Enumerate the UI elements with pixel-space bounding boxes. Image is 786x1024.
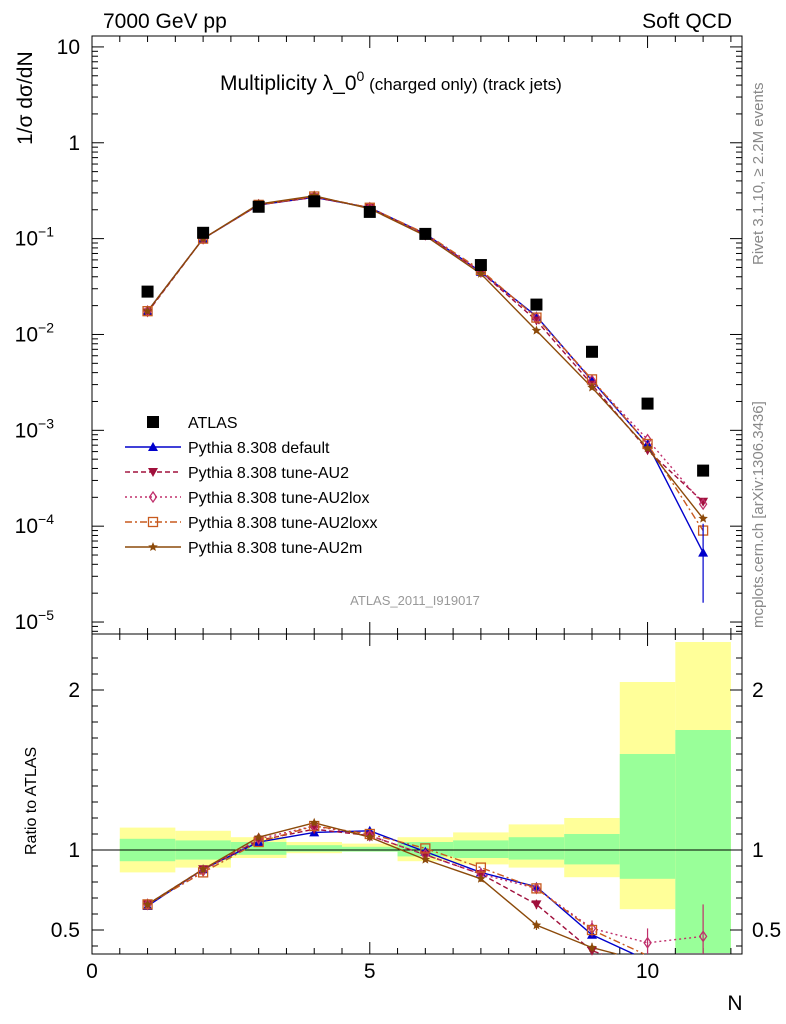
analysis-label: ATLAS_2011_I919017 — [350, 593, 480, 608]
marker-star — [253, 832, 264, 842]
marker-square — [475, 862, 487, 873]
chart-title-tail: (charged only) (track jets) — [364, 75, 561, 94]
legend-label: Pythia 8.308 tune-AU2loxx — [188, 515, 377, 532]
y-tick-label: 10−1 — [15, 224, 55, 251]
x-tick-label: 0 — [86, 960, 98, 983]
marker-star — [531, 920, 542, 930]
band-green — [342, 846, 398, 852]
data-points — [141, 190, 710, 956]
legend-label: Pythia 8.308 tune-AU2 — [188, 465, 349, 482]
marker-star — [587, 942, 597, 952]
atlas-point — [641, 397, 654, 410]
legend-label: Pythia 8.308 tune-AU2m — [188, 540, 362, 557]
marker-square — [147, 516, 159, 528]
y-tick-label-right: 1 — [752, 839, 764, 862]
y-tick-label-right: 2 — [752, 679, 764, 702]
x-tick-label: 5 — [364, 960, 376, 983]
legend-item: Pythia 8.308 tune-AU2 — [125, 465, 349, 482]
header-left: 7000 GeV pp — [103, 10, 227, 33]
marker-star — [148, 542, 158, 551]
bottom-frame — [91, 633, 743, 955]
legend-item: Pythia 8.308 tune-AU2lox — [125, 490, 369, 507]
y-tick-label-left: 2 — [68, 679, 80, 702]
atlas-point — [530, 298, 543, 311]
marker-star — [420, 854, 431, 864]
band-green — [286, 845, 342, 852]
legend: ATLAS Pythia 8.308 default Pythia 8.308 tu… — [125, 415, 377, 557]
marker-star — [198, 864, 208, 874]
y-tick-label-left: 1 — [68, 839, 80, 862]
marker-star — [365, 832, 375, 842]
marker-triangle-down — [531, 900, 542, 910]
marker-diamond — [365, 829, 375, 842]
band-green — [453, 840, 509, 858]
chart-title: Multiplicity λ_00 (charged only) (track … — [220, 68, 562, 95]
atlas-point — [419, 227, 432, 240]
series-line-ratio — [147, 822, 617, 955]
legend-label: ATLAS — [188, 415, 238, 432]
legend-item: Pythia 8.308 tune-AU2loxx — [125, 515, 377, 532]
band-green — [564, 834, 620, 865]
x-axis-label: N — [727, 992, 742, 1015]
atlas-point — [474, 259, 487, 272]
legend-label: Pythia 8.308 tune-AU2lox — [188, 490, 369, 507]
marker-square — [531, 883, 542, 894]
marker-square — [420, 843, 431, 854]
uncertainty-bands — [119, 642, 731, 953]
marker-diamond — [698, 930, 708, 943]
y-tick-label: 1 — [68, 132, 80, 155]
atlas-point — [363, 205, 376, 218]
marker-star — [309, 817, 319, 827]
y-tick-label: 10−5 — [15, 607, 55, 634]
marker-star — [476, 873, 486, 883]
marker-star — [142, 306, 153, 316]
x-tick-label: 10 — [636, 960, 659, 983]
y-tick-label: 10−2 — [15, 319, 55, 346]
marker-triangle-down — [253, 836, 264, 846]
marker-diamond — [643, 936, 652, 949]
chart-title-sup: 0 — [357, 68, 365, 84]
legend-label: Pythia 8.308 default — [188, 440, 330, 457]
y-tick-label: 10 — [57, 36, 80, 59]
atlas-point — [252, 200, 265, 213]
marker-star — [587, 382, 597, 392]
header-right: Soft QCD — [642, 10, 732, 33]
series-line-ratio — [147, 825, 645, 955]
band-green — [619, 754, 676, 879]
y-tick-label: 10−3 — [15, 415, 55, 442]
legend-item: Pythia 8.308 default — [125, 440, 330, 457]
atlas-point — [697, 464, 710, 477]
marker-triangle-down — [698, 497, 709, 507]
atlas-point — [308, 195, 321, 208]
marker-star — [476, 268, 486, 278]
marker-star — [142, 899, 153, 909]
mcplots-label: mcplots.cern.ch [arXiv:1306.3436] — [750, 401, 767, 628]
marker-square — [531, 312, 542, 323]
chart-title-main: Multiplicity λ_0 — [220, 72, 357, 95]
marker-triangle-up — [148, 442, 158, 451]
y-tick-label-right: 0.5 — [752, 919, 781, 942]
marker-square — [586, 924, 598, 936]
atlas-point — [197, 226, 210, 239]
marker-diamond — [148, 490, 158, 504]
y-tick-label-left: 0.5 — [51, 919, 80, 942]
marker-star — [642, 443, 653, 453]
rivet-label: Rivet 3.1.10, ≥ 2.2M events — [750, 83, 767, 266]
legend-item: Pythia 8.308 tune-AU2m — [125, 540, 362, 557]
marker-star — [698, 513, 708, 523]
marker-star — [531, 325, 542, 335]
tick-labels: 0 5 10 10 1 10−1 10−2 10−3 10−4 10−5 2 2 1 1 0.5 0.5 — [15, 36, 782, 983]
band-green — [508, 837, 565, 860]
legend-item: ATLAS — [147, 415, 238, 432]
y-tick-label: 10−4 — [15, 511, 55, 538]
y-axis-label-top: 1/σ dσ/dN — [14, 51, 37, 145]
series-line-top — [147, 195, 704, 505]
marker-diamond — [698, 497, 708, 511]
y-axis-label-bottom: Ratio to ATLAS — [23, 747, 40, 855]
marker-triangle-down — [148, 468, 158, 477]
atlas-point — [586, 345, 598, 358]
legend-marker — [147, 416, 159, 428]
atlas-point — [141, 285, 154, 298]
